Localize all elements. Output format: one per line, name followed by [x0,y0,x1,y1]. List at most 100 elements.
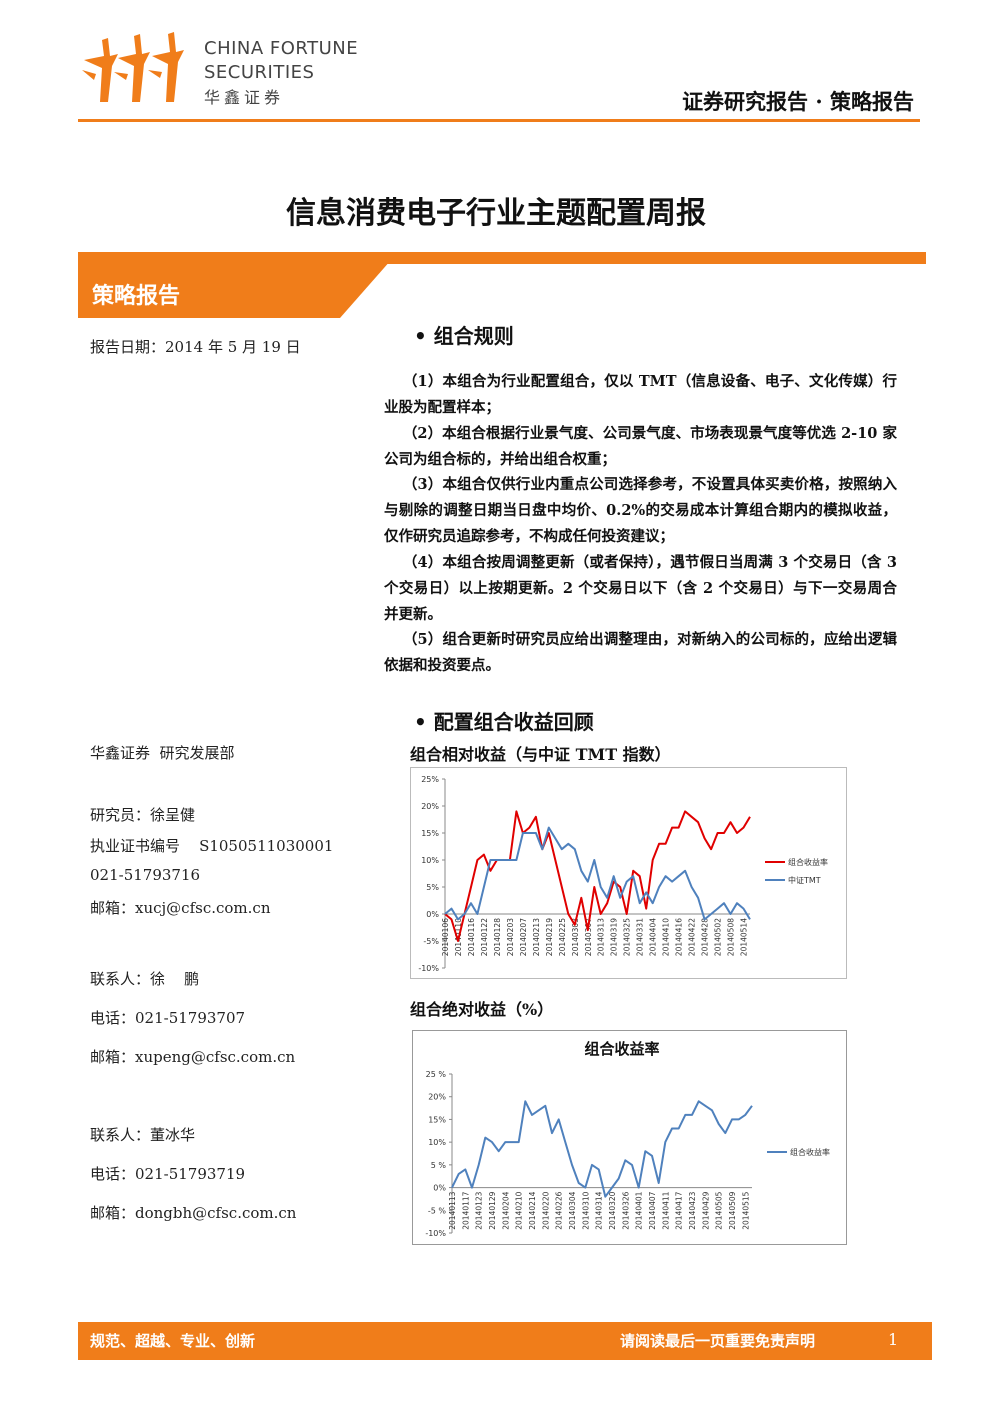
x-tick-label: 20140203 [506,918,515,956]
x-tick-label: 20140129 [488,1191,497,1229]
x-tick-label: 20140509 [728,1191,737,1229]
brand-name-en-1: CHINA FORTUNE [204,38,359,59]
x-tick-label: 20140213 [532,918,541,956]
series-line [451,1100,753,1198]
rule-paragraph: （1）本组合为行业配置组合，仅以 TMT（信息设备、电子、文化传媒）行业股为配置… [384,373,897,416]
contact-line: 华鑫证券 研究发展部 [90,744,235,762]
y-tick-label: -10% [425,1229,446,1238]
x-tick-label: 20140325 [623,918,632,956]
x-tick-label: 20140331 [636,918,645,956]
page-number: 1 [888,1330,899,1349]
y-tick-label: 15% [428,1115,446,1124]
y-tick-label: 0% [433,1184,446,1193]
x-tick-label: 20140422 [688,918,697,956]
rule-paragraph: （2）本组合根据行业景气度、公司景气度、市场表现景气度等优选 2-10 家公司为… [384,425,897,468]
x-tick-label: 20140210 [515,1191,524,1229]
brand-name-cn: 华鑫证券 [204,88,285,107]
x-tick-label: 20140313 [597,918,606,956]
series-line [444,826,751,921]
x-tick-label: 20140417 [675,1191,684,1229]
x-tick-label: 20140319 [610,918,619,956]
section-banner [78,252,926,318]
y-tick-label: 25% [421,775,439,784]
contact-line: 研究员：徐呈健 [90,806,196,824]
footer-disclaimer: 请阅读最后一页重要免责声明 [620,1332,816,1350]
rule-paragraph: （4）本组合按周调整更新（或者保持），遇节假日当周满 3 个交易日（含 3 个交… [384,554,897,623]
footer-motto: 规范、超越、专业、创新 [90,1332,256,1350]
x-tick-label: 20140204 [501,1191,510,1229]
legend-label: 中证TMT [788,875,821,885]
x-tick-label: 20140122 [480,918,489,956]
y-tick-label: -5% [423,937,439,946]
x-tick-label: 20140411 [661,1191,670,1229]
legend-label: 组合收益率 [788,857,828,867]
chart-heading: 组合相对收益（与中证 TMT 指数） [410,745,671,764]
rule-paragraph: （3）本组合仅供行业内重点公司选择参考，不设置具体买卖价格，按照纳入与剔除的调整… [384,476,897,545]
brand-name-en-2: SECURITIES [204,62,315,83]
y-tick-label: 5 % [431,1161,447,1170]
x-tick-label: 20140505 [715,1191,724,1229]
x-tick-label: 20140429 [701,1191,710,1229]
x-tick-label: 20140428 [701,918,710,956]
x-tick-label: 20140117 [461,1191,470,1229]
x-tick-label: 20140326 [621,1191,630,1229]
x-tick-label: 20140314 [595,1191,604,1229]
x-tick-label: 20140225 [558,918,567,956]
contact-line: 电话：021-51793707 [90,1009,246,1027]
x-tick-label: 20140123 [475,1191,484,1229]
x-tick-label: 20140106 [441,918,450,956]
section-label: 策略报告 [92,284,181,309]
x-tick-label: 20140416 [675,918,684,956]
chart-relative: -10%-5%0%5%10%15%20%25%20140106 20140110 2… [410,767,847,979]
x-tick-label: 20140320 [608,1191,617,1229]
x-tick-label: 20140508 [727,918,736,956]
y-tick-label: 0% [426,910,439,919]
contact-line: 执业证书编号 S1050511030001 [90,837,334,855]
chart-frame [410,767,847,979]
y-tick-label: 20% [421,802,439,811]
contact-line: 邮箱：xucj@cfsc.com.cn [90,899,271,917]
logo-mark [82,32,184,102]
heading-text: 组合规则 [433,324,514,348]
rule-paragraph: （5）组合更新时研究员应给出调整理由，对新纳入的公司标的，应给出逻辑依据和投资要… [384,631,897,674]
series-line [444,810,751,942]
x-tick-label: 20140310 [581,1191,590,1229]
x-tick-label: 20140307 [584,918,593,956]
y-tick-label: 20% [428,1093,446,1102]
report-date: 报告日期：2014 年 5 月 19 日 [90,338,301,356]
bullet-heading: • 配置组合收益回顾 [414,710,594,734]
contact-line: 021-51793716 [90,866,201,884]
x-tick-label: 20140128 [493,918,502,956]
x-tick-label: 20140407 [648,1191,657,1229]
x-tick-label: 20140220 [541,1191,550,1229]
x-tick-label: 20140514 [740,918,749,956]
contact-line: 电话：021-51793719 [90,1165,246,1183]
report-title: 信息消费电子行业主题配置周报 [286,196,706,231]
contact-line: 联系人：董冰华 [90,1126,196,1144]
x-tick-label: 20140410 [662,918,671,956]
heading-text: 配置组合收益回顾 [433,710,594,734]
chart-heading: 组合绝对收益（%） [410,1000,554,1019]
y-tick-label: 25 % [426,1070,447,1079]
x-tick-label: 20140226 [555,1191,564,1229]
contact-line: 联系人：徐 鹏 [90,970,200,988]
y-tick-label: 10% [421,856,439,865]
banner-tab [78,252,398,318]
chart-absolute: 组合收益率 -10% -5 % 0% 5 % 10% 15% 20% 25 % 20140113 2… [412,1030,847,1245]
x-tick-label: 20140404 [649,918,658,956]
x-tick-label: 20140214 [528,1191,537,1229]
x-tick-label: 20140113 [448,1191,457,1229]
y-tick-label: 10% [428,1138,446,1147]
bullet-heading: • 组合规则 [414,324,514,348]
x-tick-label: 20140303 [571,918,580,956]
legend-label: 组合收益率 [790,1147,830,1157]
y-tick-label: 5% [426,883,439,892]
y-tick-label: -10% [418,964,439,973]
x-tick-label: 20140304 [568,1191,577,1229]
x-tick-label: 20140207 [519,918,528,956]
x-tick-label: 20140219 [545,918,554,956]
report-category: 证券研究报告 · 策略报告 [682,89,914,114]
contact-line: 邮箱：xupeng@cfsc.com.cn [90,1048,296,1066]
x-tick-label: 20140515 [741,1191,750,1229]
